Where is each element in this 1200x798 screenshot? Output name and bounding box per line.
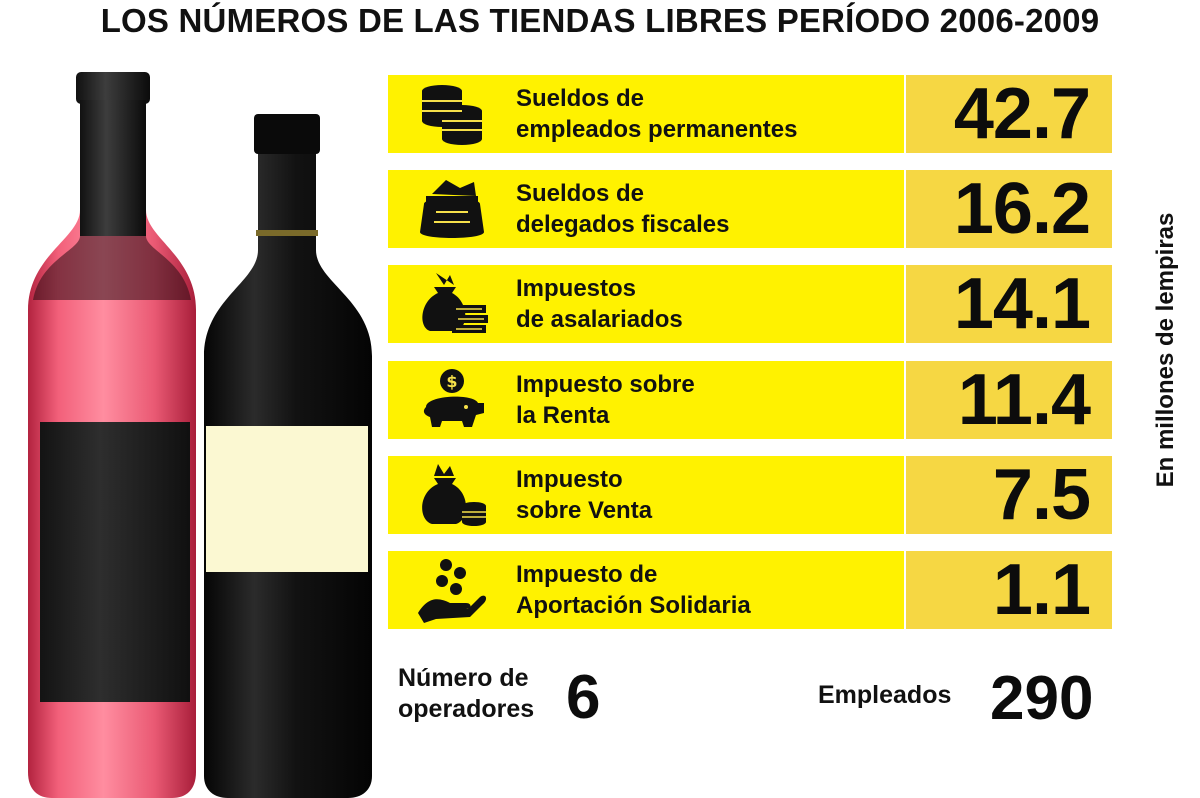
row-label-cell: Sueldos de empleados permanentes: [388, 75, 904, 153]
red-wine-bottle: [204, 114, 372, 798]
row-value-cell: 7.5: [906, 455, 1112, 535]
row-value-cell: 14.1: [906, 264, 1112, 344]
svg-text:$: $: [446, 372, 457, 391]
row-value: 7.5: [992, 455, 1091, 535]
table-row: Impuesto sobre Venta 7.5: [388, 455, 1112, 535]
row-label-line: Sueldos de: [516, 180, 645, 207]
table-row: Sueldos de delegados fiscales 16.2: [388, 169, 1112, 249]
row-value: 42.7: [953, 74, 1091, 154]
operators-label-line-1: Número de: [398, 664, 529, 692]
table-row: Sueldos de empleados permanentes 42.7: [388, 74, 1112, 154]
row-label-line: la Renta: [516, 402, 610, 429]
operators-label: Número de operadores: [398, 663, 534, 725]
row-label: Impuesto sobre Venta: [516, 464, 896, 526]
page-title: LOS NÚMEROS DE LAS TIENDAS LIBRES PERÍOD…: [100, 2, 1100, 39]
row-label-cell: Impuesto sobre Venta: [388, 456, 904, 534]
hand-coins-icon: [416, 557, 488, 623]
wine-bottles-illustration: [28, 72, 372, 798]
row-label-line: Aportación Solidaria: [516, 592, 751, 619]
row-label-line: empleados permanentes: [516, 116, 798, 143]
table-row: Impuestos de asalariados 14.1: [388, 264, 1112, 344]
row-value: 11.4: [957, 360, 1091, 440]
row-label-line: Sueldos de: [516, 85, 645, 112]
unit-label-text: En millones de lempiras: [1152, 212, 1179, 488]
table-row: $ Impuesto sobre la Renta 11.4: [388, 360, 1112, 440]
row-value-cell: 16.2: [906, 169, 1112, 249]
unit-label: En millones de lempiras: [1136, 100, 1196, 600]
row-label-cell: Impuestos de asalariados: [388, 265, 904, 343]
row-value: 16.2: [953, 169, 1091, 249]
row-label: Impuesto sobre la Renta: [516, 369, 896, 431]
operators-count: 6: [566, 663, 601, 732]
row-label: Sueldos de empleados permanentes: [516, 83, 896, 145]
money-bag-bills-icon: [416, 271, 488, 337]
row-value: 1.1: [992, 550, 1091, 630]
row-label: Sueldos de delegados fiscales: [516, 178, 896, 240]
row-label-cell: Sueldos de delegados fiscales: [388, 170, 904, 248]
row-label-line: Impuesto de: [516, 561, 658, 588]
row-value-cell: 42.7: [906, 74, 1112, 154]
row-label-line: sobre Venta: [516, 497, 653, 524]
row-label: Impuesto de Aportación Solidaria: [516, 559, 896, 621]
row-label-line: Impuesto sobre: [516, 371, 695, 398]
row-label-cell: $ Impuesto sobre la Renta: [388, 361, 904, 439]
rose-bottle: [28, 72, 196, 798]
table-row: Impuesto de Aportación Solidaria 1.1: [388, 550, 1112, 630]
money-sack-icon: [416, 176, 488, 242]
money-bag-coins-icon: [416, 462, 488, 528]
row-label: Impuestos de asalariados: [516, 273, 896, 335]
row-value-cell: 11.4: [906, 360, 1112, 440]
operators-label-line-2: operadores: [398, 695, 535, 723]
row-label-line: Impuestos: [516, 275, 637, 302]
row-label-line: Impuesto: [516, 466, 623, 493]
row-label-line: de asalariados: [516, 306, 683, 333]
row-value-cell: 1.1: [906, 550, 1112, 630]
employees-label: Empleados: [818, 681, 952, 709]
row-value: 14.1: [953, 264, 1091, 344]
piggy-bank-icon: $: [416, 367, 488, 433]
row-label-line: delegados fiscales: [516, 211, 730, 238]
employees-count: 290: [990, 664, 1094, 733]
row-label-cell: Impuesto de Aportación Solidaria: [388, 551, 904, 629]
coin-stacks-icon: [416, 81, 488, 147]
